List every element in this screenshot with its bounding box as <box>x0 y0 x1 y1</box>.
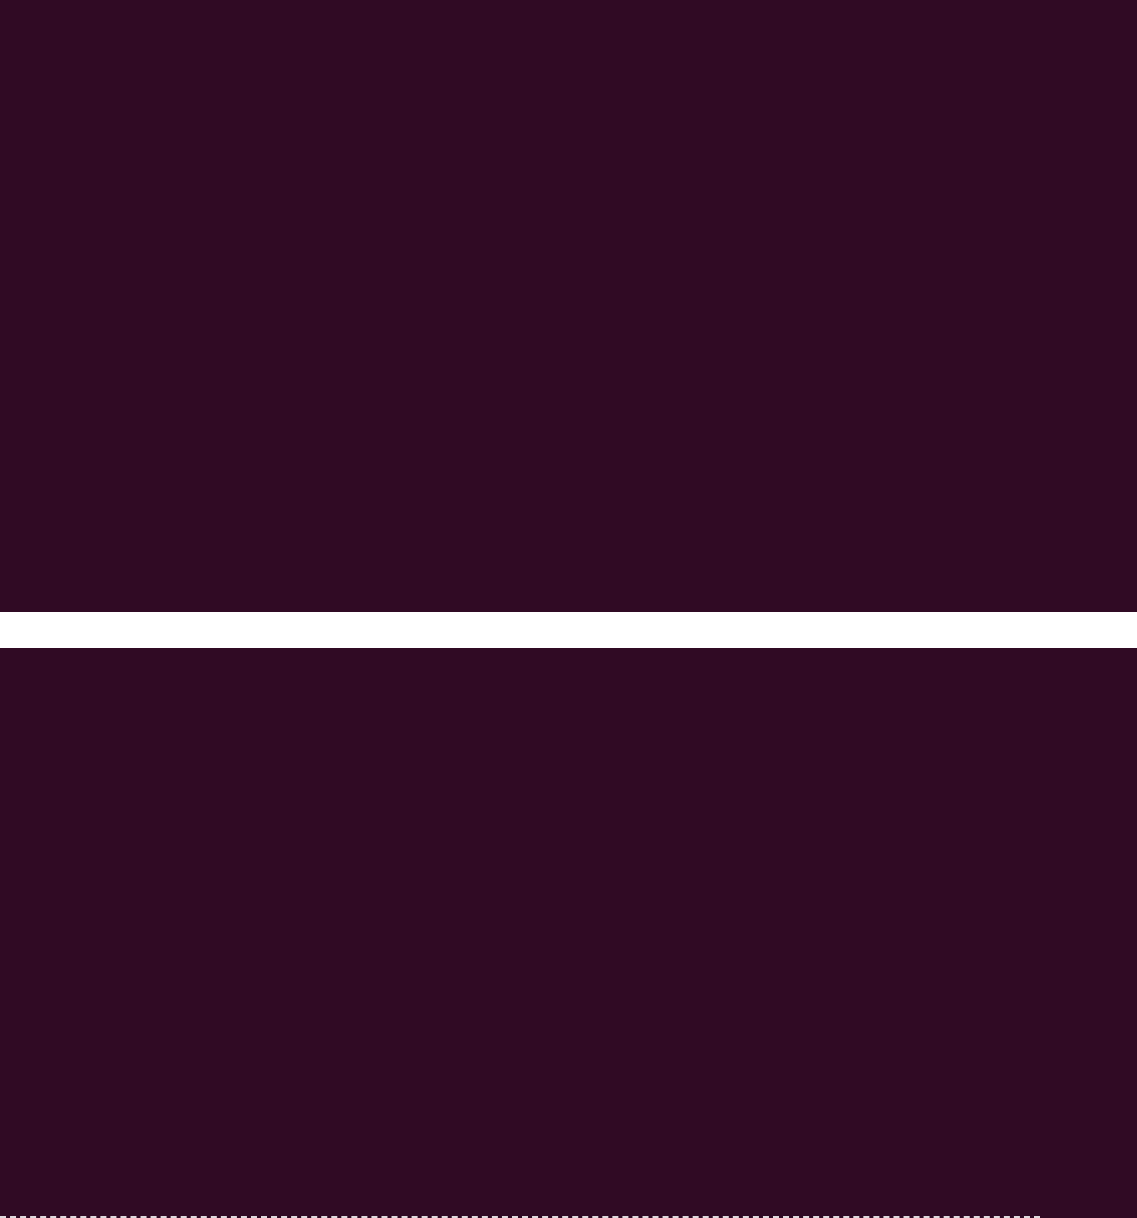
terminal-panel-top[interactable] <box>0 0 1137 612</box>
dashed-separator <box>0 1216 1040 1218</box>
terminal-panel-bottom[interactable] <box>0 648 1137 1218</box>
